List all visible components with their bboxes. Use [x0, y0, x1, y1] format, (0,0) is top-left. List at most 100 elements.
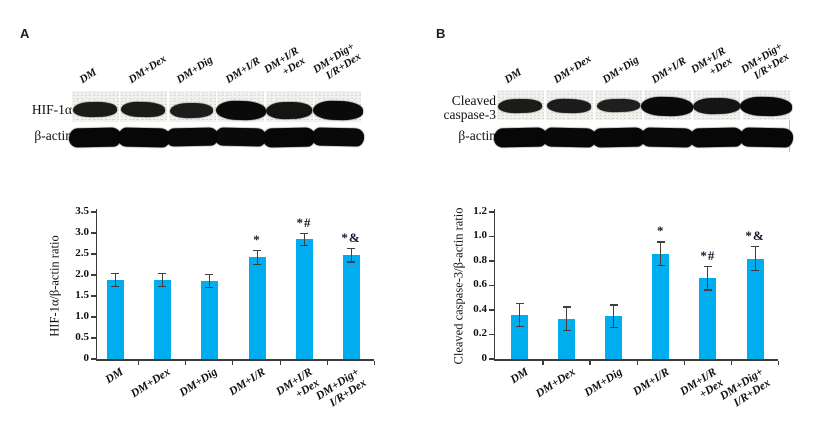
y-tick: [91, 337, 96, 339]
bar: [342, 255, 360, 359]
x-tick: [683, 360, 686, 365]
error-bar-cap: [562, 329, 571, 331]
y-tick-label: 2.0: [75, 267, 89, 280]
error-bar-cap: [515, 326, 524, 328]
blot-lane-label: DM: [502, 66, 524, 86]
x-axis: [493, 359, 778, 361]
y-tick-label: 1.0: [473, 229, 487, 241]
significance-marker: *#: [296, 214, 312, 230]
blot-lane-label: DM+Dig+ I/R+Dex: [310, 40, 363, 83]
error-bar-cap: [656, 264, 665, 267]
protein-band: [262, 127, 316, 147]
blot-lane-label: DM+Dex: [125, 52, 168, 86]
y-tick-label: 0.5: [75, 330, 89, 343]
panel-b-label: B: [436, 26, 446, 41]
x-axis: [95, 359, 374, 361]
bar: [248, 257, 266, 359]
protein-band: [117, 127, 170, 147]
significance-marker: *#: [700, 247, 716, 263]
protein-band: [68, 127, 122, 147]
protein-band: [739, 126, 793, 148]
blot-b-membrane-edge: [789, 90, 790, 152]
error-bar-cap: [609, 304, 618, 306]
y-axis: [493, 209, 495, 359]
protein-band: [689, 126, 743, 148]
error-bar-cap: [253, 263, 261, 266]
x-tick: [184, 360, 187, 365]
y-tick: [91, 232, 96, 234]
y-tick: [91, 295, 96, 297]
protein-band: [542, 127, 596, 147]
error-bar-stem: [114, 272, 116, 288]
x-tick: [326, 360, 329, 365]
error-bar-cap: [515, 302, 524, 304]
y-tick-label: 0: [481, 351, 488, 364]
x-tick: [373, 360, 376, 365]
protein-band: [312, 99, 363, 121]
error-bar-cap: [609, 326, 618, 328]
protein-band: [493, 126, 547, 148]
y-tick: [489, 358, 494, 360]
protein-band: [591, 126, 645, 148]
error-bar-cap: [347, 261, 355, 263]
protein-band: [497, 98, 543, 114]
error-bar-cap: [300, 232, 308, 234]
y-tick: [489, 309, 494, 311]
y-tick-label: 2.5: [75, 246, 89, 259]
protein-band: [166, 127, 218, 147]
error-bar-stem: [208, 273, 210, 288]
x-tick: [542, 360, 544, 365]
y-tick-label: 0.6: [473, 278, 487, 290]
bar: [746, 258, 764, 359]
error-bar-cap: [703, 289, 712, 291]
error-bar-stem: [566, 306, 568, 331]
error-bar-stem: [754, 246, 756, 271]
error-bar-cap: [562, 306, 571, 308]
blot-lane-label: DM+I/R +Dex: [261, 44, 308, 79]
significance-marker: *: [253, 231, 261, 247]
protein-band: [640, 95, 694, 117]
blot-lane-label: DM+I/R +Dex: [688, 44, 735, 79]
y-tick-label: 3.0: [75, 225, 89, 238]
protein-band: [739, 95, 793, 117]
protein-band: [311, 127, 364, 147]
error-bar-stem: [256, 249, 258, 265]
x-tick: [730, 360, 733, 365]
y-tick: [489, 235, 494, 238]
x-tick: [777, 360, 780, 365]
error-bar-stem: [707, 265, 709, 291]
bar: [558, 318, 576, 359]
bar: [200, 280, 218, 359]
error-bar-stem: [303, 232, 305, 247]
blot-b-row1-label: Cleaved caspase-3: [443, 93, 496, 123]
error-bar-cap: [751, 269, 759, 271]
blot-lane-label: DM+I/R: [649, 54, 689, 86]
x-tick: [137, 360, 140, 365]
blot-lane-label: DM+I/R: [222, 54, 262, 86]
protein-band: [692, 97, 740, 115]
error-bar-stem: [660, 241, 662, 266]
x-category-label: DM: [103, 366, 126, 387]
y-tick: [489, 284, 494, 287]
blot-a-row1-label: HIF-1α: [31, 102, 72, 117]
protein-band: [214, 127, 267, 147]
blot-lane-label: DM+Dig+ I/R+Dex: [738, 40, 792, 83]
bar: [106, 280, 124, 359]
protein-band: [265, 101, 313, 119]
blot-lane-label: DM: [77, 66, 99, 86]
error-bar-cap: [111, 286, 119, 288]
protein-band: [640, 127, 694, 147]
y-tick-label: 0.2: [473, 327, 487, 339]
y-tick: [489, 260, 494, 262]
error-bar-cap: [111, 272, 119, 275]
x-category-label: DM: [507, 366, 531, 387]
x-tick: [279, 360, 282, 365]
error-bar-stem: [161, 272, 163, 288]
blot-lane-label: DM+Dig: [174, 53, 215, 86]
panel-a-label: A: [20, 26, 30, 41]
protein-band: [170, 102, 214, 118]
x-tick: [589, 360, 591, 365]
blot-b-row2-label: β-actin: [458, 128, 496, 143]
bar: [511, 314, 528, 359]
